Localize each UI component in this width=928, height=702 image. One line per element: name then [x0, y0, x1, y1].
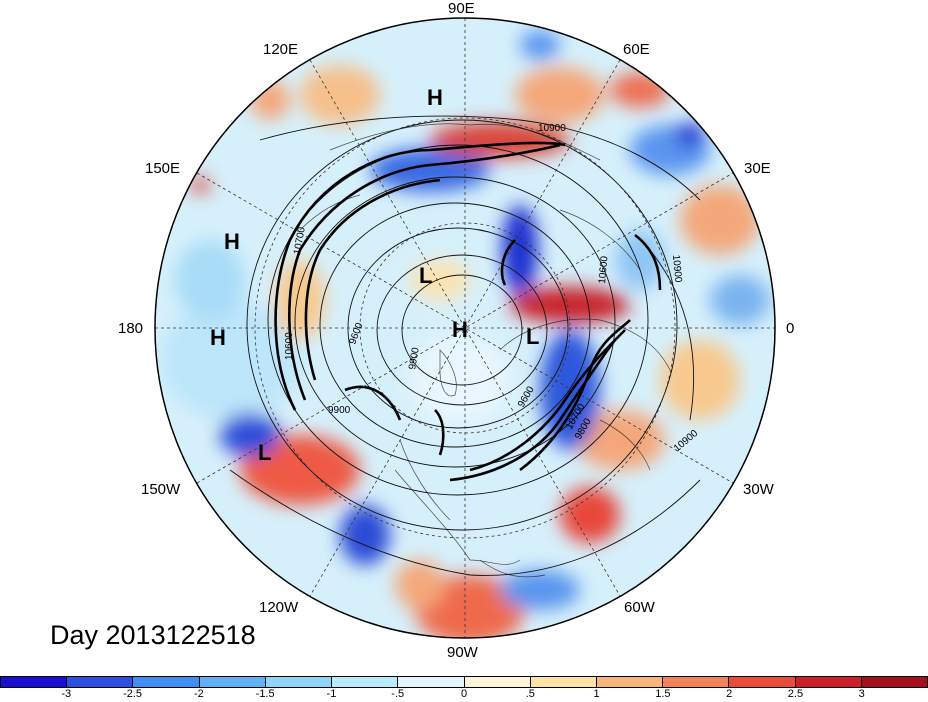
- lon-label-0: 0: [786, 320, 795, 337]
- colorbar-tick-label: 0: [460, 688, 468, 700]
- lon-label-120w: 120W: [259, 599, 299, 616]
- colorbar: [0, 676, 928, 688]
- lon-label-30e: 30E: [744, 160, 771, 177]
- colorbar-tick-label: 2.5: [787, 688, 804, 700]
- lon-label-120e: 120E: [263, 41, 299, 58]
- lon-label-90e: 90E: [448, 0, 475, 17]
- colorbar-tick-label: -2.5: [123, 688, 143, 700]
- contour-label: 10900: [538, 123, 566, 134]
- graticule: [155, 18, 775, 638]
- colorbar-tick-label: 1: [593, 688, 600, 700]
- contour-label: 9900: [328, 405, 351, 416]
- colorbar-swatch: [67, 677, 134, 687]
- colorbar-tick-label: -3: [61, 688, 72, 700]
- map-boundary: [154, 17, 776, 639]
- contour-label: 10900: [670, 254, 683, 283]
- low-center: L: [258, 440, 271, 465]
- colorbar-swatch: [265, 677, 333, 687]
- lon-label-60w: 60W: [624, 599, 655, 616]
- lon-label-60e: 60E: [623, 41, 650, 58]
- colorbar-tick-label: 2: [726, 688, 733, 700]
- lon-label-30w: 30W: [743, 481, 774, 498]
- high-center: H: [210, 325, 226, 350]
- colorbar-tick-label: -1: [326, 688, 337, 700]
- low-center: L: [526, 324, 539, 349]
- colorbar-tick-label: 3: [858, 688, 865, 700]
- polar-map: H H H H L L L 10900 10700 10600 9900 960…: [154, 17, 776, 639]
- colorbar-swatch: [596, 677, 664, 687]
- high-center: H: [427, 85, 443, 110]
- colorbar-swatch: [332, 677, 399, 687]
- colorbar-swatch: [1, 677, 68, 687]
- lon-label-180: 180: [118, 320, 144, 337]
- lon-label-90w: 90W: [447, 644, 478, 661]
- colorbar-swatch: [795, 677, 862, 687]
- colorbar-swatch: [398, 677, 465, 687]
- colorbar-labels: -3 -2.5 -2 -1.5 -1 -.5 0 .5 1 1.5 2 2.5 3: [0, 688, 928, 702]
- high-center: H: [224, 229, 240, 254]
- colorbar-swatch: [464, 677, 531, 687]
- day-label: Day 2013122518: [50, 620, 256, 650]
- contour-label: 10600: [284, 332, 295, 360]
- lon-label-150e: 150E: [145, 160, 181, 177]
- low-center: L: [419, 263, 432, 288]
- high-center: H: [452, 317, 468, 342]
- pressure-centers: H H H H L L L: [210, 85, 539, 465]
- colorbar-swatch: [861, 677, 928, 687]
- colorbar-tick-label: -.5: [391, 688, 405, 700]
- lon-label-150w: 150W: [141, 481, 181, 498]
- contour-label: 9900: [407, 346, 422, 370]
- colorbar-swatch: [729, 677, 796, 687]
- colorbar-swatch: [530, 677, 597, 687]
- contour-label: 10600: [597, 255, 610, 284]
- colorbar-swatch: [133, 677, 200, 687]
- contour-label: 10700: [292, 226, 308, 256]
- colorbar-swatch: [663, 677, 730, 687]
- colorbar-tick-label: 1.5: [655, 688, 671, 700]
- colorbar-tick-label: -2: [193, 688, 204, 700]
- colorbar-tick-label: .5: [525, 688, 535, 700]
- colorbar-tick-label: -1.5: [255, 688, 275, 700]
- colorbar-swatch: [199, 677, 266, 687]
